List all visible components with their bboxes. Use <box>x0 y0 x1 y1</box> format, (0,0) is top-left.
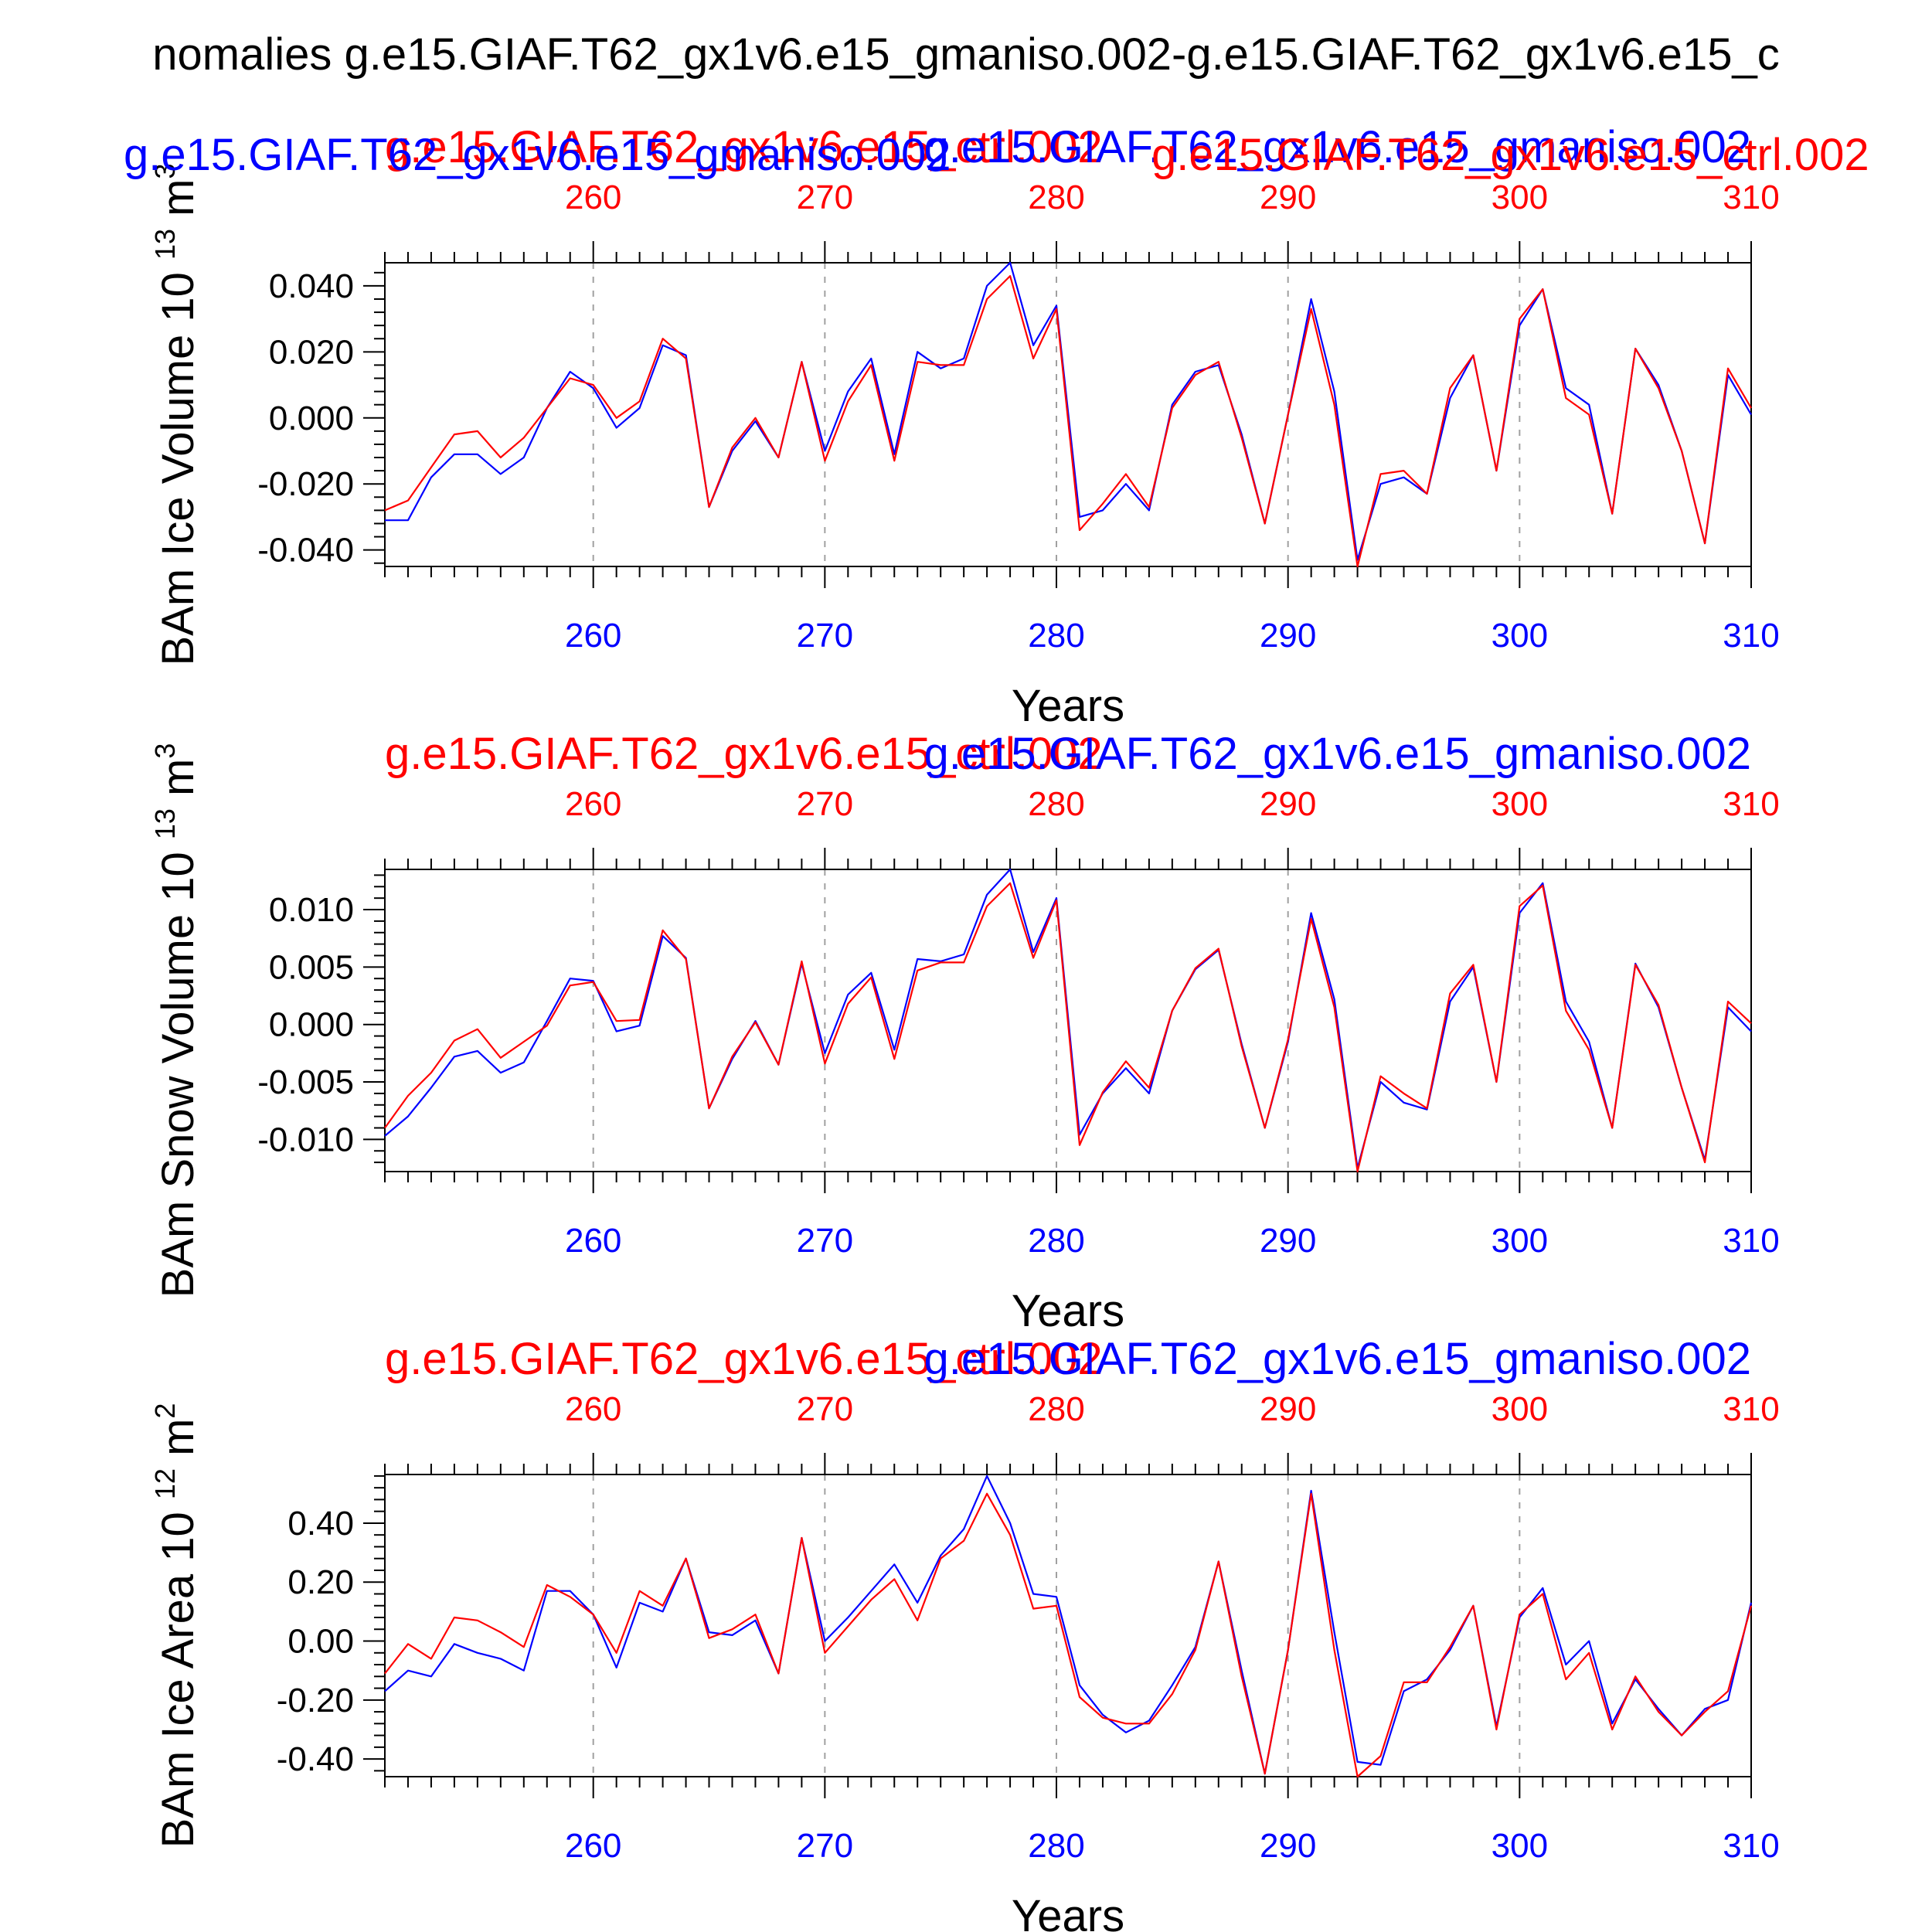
series-line-blue <box>384 1475 1753 1775</box>
series-line-blue <box>385 261 1752 561</box>
x-tick-label-bottom: 310 <box>1723 1222 1779 1260</box>
y-tick-label: -0.020 <box>257 465 354 503</box>
x-tick-label-top: 310 <box>1723 785 1779 823</box>
x-tick-label-bottom: 280 <box>1028 617 1084 655</box>
series-line-red <box>384 882 1752 1173</box>
plot-frame <box>384 1474 1752 1777</box>
x-axis-label: Years <box>1012 681 1124 731</box>
x-tick-label-top: 280 <box>1028 785 1084 823</box>
y-tick-label: 0.00 <box>287 1623 354 1661</box>
x-tick-label-top: 260 <box>565 179 621 216</box>
series-label-blue-top: g.e15.GIAF.T62_gx1v6.e15_gmaniso.002 <box>124 130 951 180</box>
y-tick-label: -0.010 <box>257 1121 354 1158</box>
x-tick-label-bottom: 270 <box>797 1222 853 1260</box>
series-line-red <box>384 1492 1753 1778</box>
x-tick-label-top: 310 <box>1723 179 1779 216</box>
series-label-red: g.e15.GIAF.T62_gx1v6.e15_ctrl.002 <box>385 122 1103 172</box>
chart-panel-1: 260 260 270 270 280 280 290 290 300 300 310 310 0.04… <box>124 122 1869 731</box>
x-tick-label-top: 290 <box>1260 1390 1316 1428</box>
x-tick-label-bottom: 300 <box>1492 1827 1548 1865</box>
y-tick-label: -0.040 <box>257 532 354 570</box>
x-tick-label-bottom: 290 <box>1260 1827 1316 1865</box>
y-tick-label: -0.40 <box>277 1740 354 1778</box>
x-tick-label-top: 300 <box>1492 785 1548 823</box>
series-label-red-top: g.e15.GIAF.T62_gx1v6.e15_ctrl.002 <box>1151 130 1869 180</box>
series-label-red: g.e15.GIAF.T62_gx1v6.e15_ctrl.002 <box>385 729 1103 779</box>
x-tick-label-bottom: 310 <box>1723 617 1779 655</box>
y-tick-label: 0.40 <box>287 1505 354 1543</box>
x-tick-label-top: 260 <box>565 1390 621 1428</box>
x-tick-label-top: 270 <box>797 1390 853 1428</box>
x-tick-label-top: 270 <box>797 179 853 216</box>
chart-panel-3: 260 260 270 270 280 280 290 290 300 300 310 310 0.40… <box>149 1334 1780 1932</box>
y-tick-label: 0.020 <box>269 333 354 371</box>
y-tick-label: 0.000 <box>269 400 354 437</box>
y-axis-label: BAm Snow Volume 10 13 m3 <box>149 743 203 1298</box>
x-tick-label-top: 270 <box>797 785 853 823</box>
x-tick-label-bottom: 290 <box>1260 617 1316 655</box>
chart-panels: 260 260 270 270 280 280 290 290 300 300 310 310 0.04… <box>124 122 1869 1932</box>
y-axis-label: BAm Ice Area 10 12 m2 <box>149 1403 203 1849</box>
x-tick-label-bottom: 260 <box>565 617 621 655</box>
x-axis-label: Years <box>1012 1891 1124 1932</box>
x-tick-label-top: 290 <box>1260 179 1316 216</box>
series-line-red <box>384 275 1752 568</box>
x-tick-label-bottom: 300 <box>1492 1222 1548 1260</box>
plot-frame <box>384 869 1752 1172</box>
x-tick-label-bottom: 270 <box>797 617 853 655</box>
x-tick-label-top: 300 <box>1492 1390 1548 1428</box>
y-tick-label: -0.005 <box>257 1063 354 1101</box>
y-tick-label: 0.010 <box>269 891 354 929</box>
x-tick-label-top: 280 <box>1028 1390 1084 1428</box>
y-tick-label: 0.005 <box>269 948 354 986</box>
x-tick-label-top: 290 <box>1260 785 1316 823</box>
series-label-red: g.e15.GIAF.T62_gx1v6.e15_ctrl.002 <box>385 1334 1103 1384</box>
y-axis-label: BAm Ice Volume 10 13 m3 <box>149 164 203 666</box>
series-label-blue: g.e15.GIAF.T62_gx1v6.e15_gmaniso.002 <box>923 1334 1751 1384</box>
chart-panel-2: 260 260 270 270 280 280 290 290 300 300 310 310 0.01… <box>149 729 1780 1336</box>
x-tick-label-bottom: 260 <box>565 1222 621 1260</box>
y-tick-label: -0.20 <box>277 1682 354 1719</box>
x-tick-label-bottom: 300 <box>1492 617 1548 655</box>
x-tick-label-top: 260 <box>565 785 621 823</box>
x-tick-label-bottom: 290 <box>1260 1222 1316 1260</box>
x-tick-label-bottom: 270 <box>797 1827 853 1865</box>
x-tick-label-bottom: 260 <box>565 1827 621 1865</box>
x-tick-label-top: 310 <box>1723 1390 1779 1428</box>
x-tick-label-bottom: 310 <box>1723 1827 1779 1865</box>
y-tick-label: 0.20 <box>287 1563 354 1601</box>
series-label-blue: g.e15.GIAF.T62_gx1v6.e15_gmaniso.002 <box>923 729 1751 779</box>
y-tick-label: 0.040 <box>269 267 354 305</box>
x-tick-label-bottom: 280 <box>1028 1222 1084 1260</box>
x-tick-label-top: 280 <box>1028 179 1084 216</box>
x-tick-label-bottom: 280 <box>1028 1827 1084 1865</box>
series-label-blue: g.e15.GIAF.T62_gx1v6.e15_gmaniso.002 <box>923 122 1751 172</box>
x-axis-label: Years <box>1012 1286 1124 1336</box>
figure-title: nomalies g.e15.GIAF.T62_gx1v6.e15_gmanis… <box>152 29 1779 80</box>
y-tick-label: 0.000 <box>269 1006 354 1044</box>
x-tick-label-top: 300 <box>1492 179 1548 216</box>
